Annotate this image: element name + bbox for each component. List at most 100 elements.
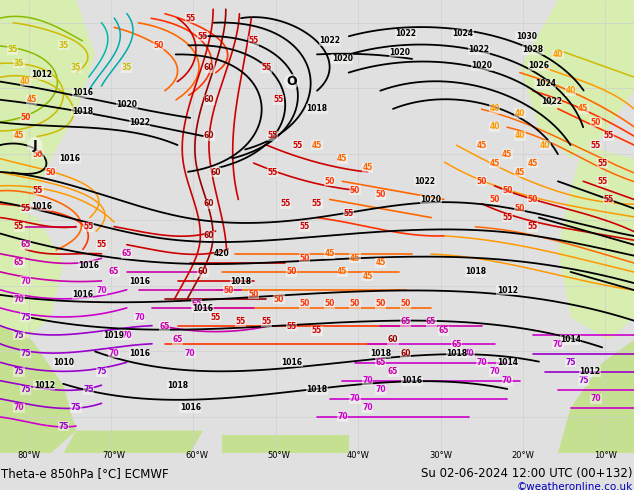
Text: 75: 75 <box>58 421 68 431</box>
Text: 55: 55 <box>261 318 271 326</box>
Text: 70: 70 <box>337 413 347 421</box>
Text: 55: 55 <box>293 141 303 149</box>
Text: 45: 45 <box>312 141 322 149</box>
Text: 35: 35 <box>8 46 18 54</box>
Text: 55: 55 <box>33 186 43 195</box>
Text: 65: 65 <box>375 358 385 367</box>
Text: 1020: 1020 <box>116 100 138 109</box>
Text: 55: 55 <box>604 131 614 141</box>
Text: 1024: 1024 <box>452 29 474 39</box>
Text: 1016: 1016 <box>192 304 214 313</box>
Polygon shape <box>558 145 634 340</box>
Text: 45: 45 <box>502 149 512 159</box>
Text: 55: 55 <box>185 14 195 23</box>
Text: 40: 40 <box>553 50 563 59</box>
Text: 1014: 1014 <box>496 358 518 367</box>
Text: 20°W: 20°W <box>512 451 534 460</box>
Text: 1022: 1022 <box>414 177 436 186</box>
Text: 50: 50 <box>375 299 385 308</box>
Text: 1026: 1026 <box>528 61 550 70</box>
Text: 55: 55 <box>591 141 601 149</box>
Text: 70: 70 <box>553 340 563 349</box>
Text: 65: 65 <box>20 240 30 249</box>
Text: 50: 50 <box>274 294 284 304</box>
Text: 70: 70 <box>96 286 107 294</box>
Text: 50: 50 <box>33 149 43 159</box>
Text: 35: 35 <box>58 41 68 50</box>
Text: 60: 60 <box>401 349 411 358</box>
Text: 55: 55 <box>268 168 278 177</box>
Text: 45: 45 <box>489 159 500 168</box>
Text: 35: 35 <box>71 64 81 73</box>
Text: 55: 55 <box>527 222 538 231</box>
Text: 50: 50 <box>325 299 335 308</box>
Text: 70: 70 <box>350 394 360 403</box>
Text: 1020: 1020 <box>332 54 353 63</box>
Text: 65: 65 <box>109 268 119 276</box>
Text: 35: 35 <box>122 64 132 73</box>
Text: 50: 50 <box>153 41 164 50</box>
Text: 55: 55 <box>96 240 107 249</box>
Text: 1018: 1018 <box>446 349 467 358</box>
Text: 1020: 1020 <box>471 61 493 70</box>
Text: 75: 75 <box>71 403 81 413</box>
Text: 1019: 1019 <box>103 331 125 340</box>
Text: 75: 75 <box>14 331 24 340</box>
Text: 45: 45 <box>363 272 373 281</box>
Text: 50: 50 <box>350 186 360 195</box>
Polygon shape <box>0 0 95 226</box>
Text: 60: 60 <box>210 168 221 177</box>
Text: 50: 50 <box>249 290 259 299</box>
Text: 45: 45 <box>350 254 360 263</box>
Text: 1012: 1012 <box>30 70 52 79</box>
Text: 60: 60 <box>204 131 214 141</box>
Text: 60: 60 <box>204 199 214 208</box>
Text: 1016: 1016 <box>72 290 93 299</box>
Text: 80°W: 80°W <box>17 451 40 460</box>
Text: 1018: 1018 <box>306 104 328 113</box>
Text: 40: 40 <box>489 104 500 113</box>
Text: 55: 55 <box>84 222 94 231</box>
Text: 75: 75 <box>96 367 107 376</box>
Text: 55: 55 <box>604 195 614 204</box>
Text: 65: 65 <box>172 336 183 344</box>
Text: 55: 55 <box>502 213 512 222</box>
Text: 75: 75 <box>14 367 24 376</box>
Text: 1028: 1028 <box>522 46 543 54</box>
Polygon shape <box>0 326 76 453</box>
Text: 75: 75 <box>84 385 94 394</box>
Text: 45: 45 <box>477 141 487 149</box>
Text: 65: 65 <box>14 258 24 268</box>
Text: 55: 55 <box>299 222 309 231</box>
Text: 70: 70 <box>363 403 373 413</box>
Text: 1022: 1022 <box>468 46 489 54</box>
Text: 1016: 1016 <box>129 276 150 286</box>
Text: 55: 55 <box>14 222 24 231</box>
Text: 45: 45 <box>325 249 335 258</box>
Text: 1018: 1018 <box>72 106 93 116</box>
Text: 55: 55 <box>344 209 354 218</box>
Text: 1018: 1018 <box>465 268 486 276</box>
Text: 50: 50 <box>477 177 487 186</box>
Text: O: O <box>287 75 297 88</box>
Text: 45: 45 <box>363 163 373 172</box>
Text: 50: 50 <box>299 299 309 308</box>
Text: 1018: 1018 <box>167 381 188 390</box>
Text: 1030: 1030 <box>515 32 537 41</box>
Text: 420: 420 <box>214 249 230 258</box>
Text: 1016: 1016 <box>30 202 52 211</box>
Text: 1012: 1012 <box>34 381 55 390</box>
Text: 65: 65 <box>388 367 398 376</box>
Text: 45: 45 <box>375 258 385 268</box>
Text: 65: 65 <box>401 318 411 326</box>
Text: 70: 70 <box>363 376 373 385</box>
Text: 45: 45 <box>527 159 538 168</box>
Text: 70: 70 <box>14 294 24 304</box>
Text: 1020: 1020 <box>420 195 442 204</box>
Text: 30°W: 30°W <box>429 451 452 460</box>
Text: 1020: 1020 <box>389 48 410 57</box>
Text: 55: 55 <box>597 177 607 186</box>
Text: 50: 50 <box>515 204 525 213</box>
Text: 60: 60 <box>204 64 214 73</box>
Text: 70: 70 <box>109 349 119 358</box>
